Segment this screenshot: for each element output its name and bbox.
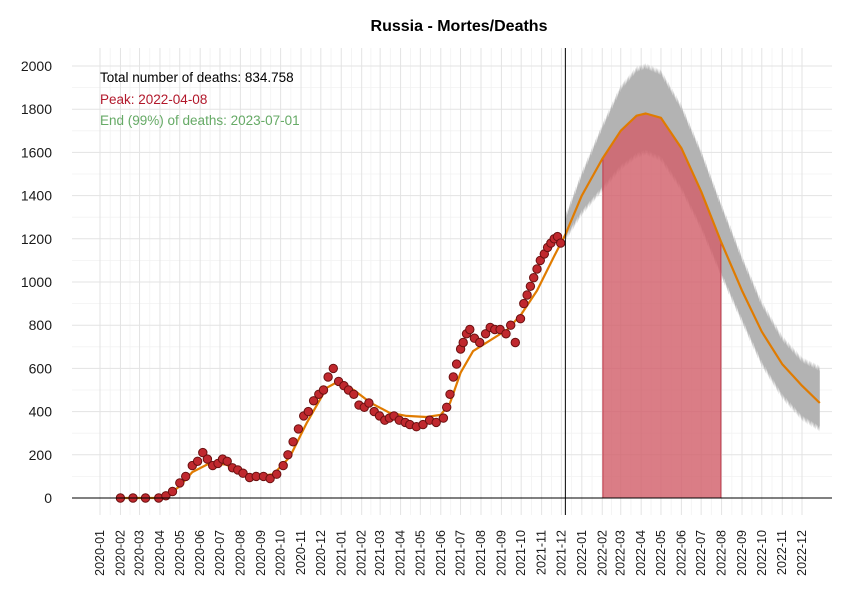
observed-points-layer: [115, 231, 566, 503]
data-point: [525, 281, 536, 291]
data-point: [364, 398, 374, 408]
y-tick-label: 1800: [21, 101, 52, 117]
data-point: [283, 450, 293, 460]
x-tick-label: 2021-07: [454, 530, 468, 576]
y-tick-label: 1600: [21, 144, 52, 160]
x-tick-label: 2020-04: [153, 530, 167, 576]
x-tick-label: 2022-07: [694, 530, 708, 576]
data-point: [458, 337, 468, 348]
data-point: [529, 273, 539, 283]
x-tick-label: 2021-10: [514, 530, 528, 576]
chart-title: Russia - Mortes/Deaths: [371, 18, 548, 35]
data-point: [475, 337, 485, 348]
data-point: [510, 337, 520, 348]
data-point: [293, 424, 304, 434]
y-tick-label: 1000: [21, 274, 52, 290]
y-tick-label: 800: [29, 317, 53, 333]
end-annotation: End (99%) of deaths: 2023-07-01: [100, 113, 300, 128]
peak-annotation: Peak: 2022-04-08: [100, 92, 207, 107]
x-tick-label: 2021-02: [355, 530, 369, 576]
data-point: [318, 385, 329, 395]
x-tick-label: 2020-08: [233, 530, 247, 576]
data-point: [308, 396, 319, 406]
total-deaths-annotation: Total number of deaths: 834.758: [100, 70, 294, 85]
y-tick-label: 600: [29, 360, 53, 376]
x-tick-label: 2020-06: [193, 530, 207, 576]
x-tick-label: 2022-12: [795, 530, 809, 576]
data-point: [451, 359, 462, 369]
axes-layer: [72, 48, 832, 515]
y-tick-label: 1400: [21, 188, 52, 204]
x-tick-label: 2020-03: [133, 530, 147, 576]
data-point: [323, 372, 333, 382]
data-point: [181, 471, 191, 482]
x-tick-label: 2022-09: [735, 530, 749, 576]
data-point: [506, 320, 516, 330]
x-tick-label: 2020-01: [93, 530, 107, 576]
data-point: [442, 402, 452, 412]
x-tick-label: 2021-03: [373, 530, 387, 576]
y-tick-label: 400: [29, 404, 53, 420]
x-tick-label: 2021-01: [334, 530, 348, 576]
data-point: [465, 324, 475, 335]
data-point: [328, 363, 338, 374]
x-tick-label: 2021-12: [554, 530, 568, 576]
data-point: [431, 417, 441, 428]
x-tick-label: 2020-11: [294, 530, 308, 575]
data-point: [272, 469, 282, 479]
data-point: [480, 329, 491, 339]
data-point: [288, 437, 298, 447]
data-point: [349, 389, 359, 399]
y-tick-label: 1200: [21, 231, 52, 247]
y-tick-labels: 0 200 400 600 800 1000 1200 1400 1600 1800 2000: [21, 58, 52, 506]
data-point: [175, 478, 185, 488]
data-point: [222, 456, 232, 466]
data-point: [202, 454, 213, 464]
data-point: [519, 298, 529, 309]
data-point: [238, 468, 248, 478]
data-point: [522, 290, 532, 300]
x-tick-label: 2021-06: [434, 530, 448, 576]
data-point: [278, 460, 288, 471]
y-tick-label: 2000: [21, 58, 52, 74]
x-tick-label: 2021-04: [394, 530, 408, 576]
x-tick-label: 2022-03: [614, 530, 628, 576]
x-tick-label: 2020-05: [173, 530, 187, 576]
x-tick-label: 2022-04: [634, 530, 648, 576]
x-tick-label: 2022-06: [674, 530, 688, 576]
data-point: [265, 473, 275, 484]
data-point: [418, 419, 428, 430]
x-tick-label: 2020-12: [314, 530, 328, 576]
x-tick-label: 2020-09: [254, 530, 268, 576]
x-tick-label: 2022-11: [775, 530, 789, 575]
data-point: [556, 238, 566, 248]
x-tick-label: 2020-10: [274, 530, 288, 576]
data-point: [532, 264, 542, 274]
data-point: [192, 456, 203, 466]
data-point: [198, 447, 208, 458]
data-point: [448, 372, 458, 382]
x-tick-label: 2021-05: [413, 530, 427, 576]
x-tick-label: 2022-01: [575, 530, 589, 576]
y-tick-label: 200: [29, 447, 53, 463]
data-point: [438, 413, 449, 423]
data-point: [303, 406, 313, 417]
x-tick-label: 2022-02: [595, 530, 609, 576]
data-point: [445, 389, 455, 399]
x-tick-labels: 2020-01 2020-02 2020-03 2020-04 2020-05 2020-…: [93, 530, 809, 576]
x-tick-label: 2021-11: [535, 530, 549, 575]
y-tick-label: 0: [44, 490, 52, 506]
x-tick-label: 2020-02: [113, 530, 127, 576]
x-tick-label: 2022-05: [654, 530, 668, 576]
annotations: Total number of deaths: 834.758 Peak: 20…: [100, 70, 300, 128]
x-tick-label: 2022-10: [755, 530, 769, 576]
data-point: [515, 314, 526, 324]
x-tick-label: 2022-08: [715, 530, 729, 576]
x-tick-label: 2021-09: [494, 530, 508, 576]
x-tick-label: 2021-08: [474, 530, 488, 576]
data-point: [501, 329, 511, 339]
data-point: [167, 486, 178, 497]
x-tick-label: 2020-07: [213, 530, 227, 576]
